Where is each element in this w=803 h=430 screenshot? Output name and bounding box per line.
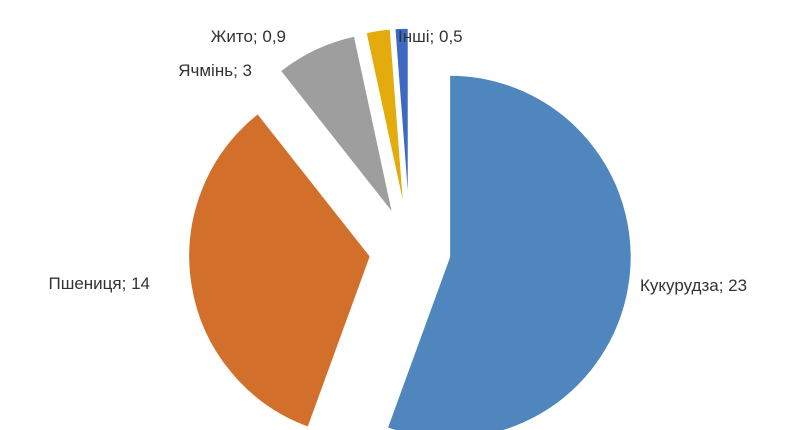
category-name: Пшениця xyxy=(48,274,121,293)
label-separator: ; xyxy=(719,276,728,295)
value-label: 14 xyxy=(131,274,150,293)
pie-slice xyxy=(364,28,406,211)
value-label: 23 xyxy=(728,276,747,295)
label-separator: ; xyxy=(430,27,439,46)
label-separator: ; xyxy=(122,274,131,293)
value-label: 3 xyxy=(243,61,252,80)
data-label: Жито; 0,9 xyxy=(211,27,286,46)
category-name: Жито xyxy=(211,27,253,46)
pie-slice xyxy=(386,74,633,430)
data-label: Інші; 0,5 xyxy=(398,27,463,46)
data-label: Пшениця; 14 xyxy=(48,274,150,293)
category-name: Кукурудза xyxy=(640,276,719,295)
pie-slice xyxy=(187,112,372,429)
data-label: Кукурудза; 23 xyxy=(640,276,747,295)
category-name: Інші xyxy=(398,27,430,46)
category-name: Ячмінь xyxy=(178,61,233,80)
pie-slice xyxy=(279,35,394,215)
pie-slice xyxy=(393,27,410,211)
value-label: 0,5 xyxy=(439,27,463,46)
value-label: 0,9 xyxy=(262,27,286,46)
label-separator: ; xyxy=(253,27,262,46)
label-separator: ; xyxy=(233,61,242,80)
data-label: Ячмінь; 3 xyxy=(178,61,252,80)
